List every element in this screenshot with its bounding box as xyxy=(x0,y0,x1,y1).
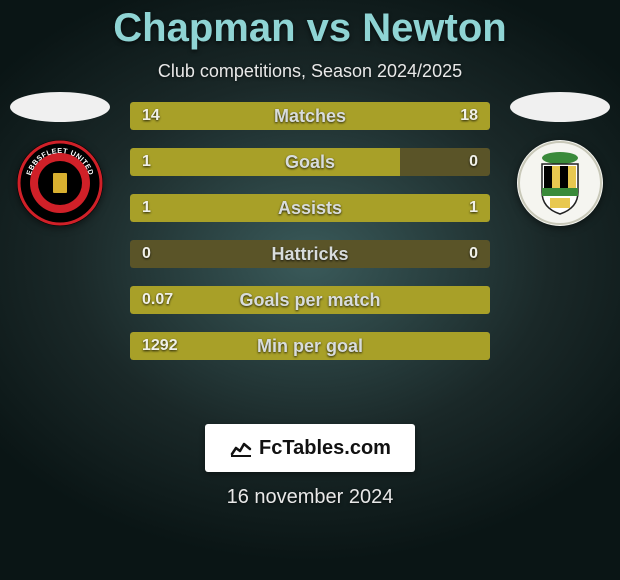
avatar-placeholder-left xyxy=(10,92,110,122)
player-left-column: EBBSFLEET UNITED xyxy=(10,92,110,226)
page-title: Chapman vs Newton xyxy=(0,0,620,51)
stat-row-matches: Matches1418 xyxy=(130,102,490,130)
bar-fill-right xyxy=(281,102,490,130)
bar-fill-left xyxy=(130,148,400,176)
bar-fill-left xyxy=(130,102,281,130)
bar-fill-right xyxy=(400,148,490,176)
page-subtitle: Club competitions, Season 2024/2025 xyxy=(0,61,620,82)
bar-fill-right xyxy=(310,194,490,222)
player-right-column xyxy=(510,92,610,226)
stat-row-goals-per-match: Goals per match0.07 xyxy=(130,286,490,314)
stat-row-hattricks: Hattricks00 xyxy=(130,240,490,268)
fctables-icon xyxy=(229,436,253,460)
club-badge-left: EBBSFLEET UNITED xyxy=(17,140,103,226)
stat-row-goals: Goals10 xyxy=(130,148,490,176)
avatar-placeholder-right xyxy=(510,92,610,122)
stat-row-min-per-goal: Min per goal1292 xyxy=(130,332,490,360)
bar-fill xyxy=(130,240,490,268)
bar-fill-left xyxy=(130,286,490,314)
site-label: FcTables.com xyxy=(259,437,391,460)
stat-bars: Matches1418 Goals10 Assists11 Hattricks00 Go… xyxy=(130,102,490,360)
bar-fill-left xyxy=(130,332,490,360)
site-attribution: FcTables.com xyxy=(205,424,415,472)
stat-row-assists: Assists11 xyxy=(130,194,490,222)
bar-fill-left xyxy=(130,194,310,222)
club-badge-right xyxy=(517,140,603,226)
date-line: 16 november 2024 xyxy=(0,486,620,509)
stats-area: EBBSFLEET UNITED Matches1418 Goals10 Assis… xyxy=(0,102,620,402)
